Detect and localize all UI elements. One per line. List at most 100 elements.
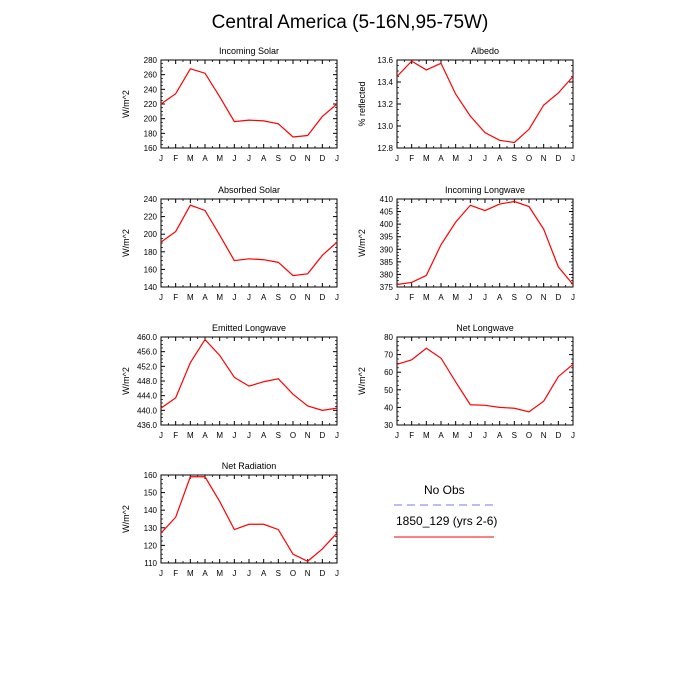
panel-title: Absorbed Solar xyxy=(218,185,280,195)
x-tick-label: N xyxy=(305,431,311,440)
panel-frame xyxy=(160,198,338,288)
panel-frame xyxy=(396,59,574,149)
x-tick-label: M xyxy=(216,431,223,440)
x-tick-label: O xyxy=(290,569,296,578)
legend-model-label: 1850_129 (yrs 2-6) xyxy=(396,514,498,528)
y-tick-label: 150 xyxy=(144,489,158,498)
x-tick-label: M xyxy=(187,569,194,578)
y-tick-label: 400 xyxy=(380,220,394,229)
x-tick-label: D xyxy=(555,154,561,163)
x-tick-label: M xyxy=(216,293,223,302)
x-tick-label: J xyxy=(571,154,575,163)
x-tick-label: O xyxy=(290,154,296,163)
x-tick-label: D xyxy=(555,293,561,302)
x-tick-label: A xyxy=(202,293,208,302)
y-tick-label: 160 xyxy=(144,471,158,480)
y-axis-label: W/m^2 xyxy=(121,505,131,533)
x-tick-label: F xyxy=(173,431,178,440)
y-tick-label: 130 xyxy=(144,524,158,533)
figure-title: Central America (5-16N,95-75W) xyxy=(211,12,489,33)
y-tick-label: 385 xyxy=(380,258,394,267)
x-tick-label: J xyxy=(335,293,339,302)
y-tick-label: 240 xyxy=(144,195,158,204)
panel-frame xyxy=(160,474,338,564)
x-tick-label: J xyxy=(483,431,487,440)
x-tick-label: O xyxy=(526,154,532,163)
x-tick-label: A xyxy=(438,154,444,163)
y-axis-label: W/m^2 xyxy=(121,90,131,118)
y-tick-label: 40 xyxy=(384,403,393,412)
x-tick-label: J xyxy=(247,154,251,163)
y-tick-label: 140 xyxy=(144,283,158,292)
y-tick-label: 380 xyxy=(380,270,394,279)
x-tick-label: A xyxy=(497,431,503,440)
y-tick-label: 395 xyxy=(380,233,394,242)
series-line xyxy=(160,68,338,138)
panel-title: Incoming Solar xyxy=(219,46,279,56)
y-tick-label: 200 xyxy=(144,115,158,124)
x-tick-label: D xyxy=(319,154,325,163)
panel-title: Albedo xyxy=(471,46,499,56)
x-tick-label: J xyxy=(335,431,339,440)
x-tick-label: J xyxy=(159,431,163,440)
y-tick-label: 12.8 xyxy=(377,144,393,153)
x-tick-label: M xyxy=(216,569,223,578)
x-tick-label: O xyxy=(526,431,532,440)
x-tick-label: S xyxy=(276,293,281,302)
y-tick-label: 30 xyxy=(384,421,393,430)
panel-frame xyxy=(160,336,338,426)
x-tick-label: A xyxy=(261,154,267,163)
x-tick-label: A xyxy=(261,569,267,578)
x-tick-label: D xyxy=(555,431,561,440)
x-tick-label: D xyxy=(319,569,325,578)
y-axis-label: % reflected xyxy=(357,81,367,126)
x-tick-label: J xyxy=(468,431,472,440)
x-tick-label: A xyxy=(202,431,208,440)
series-line xyxy=(160,338,338,411)
y-tick-label: 260 xyxy=(144,71,158,80)
x-tick-label: A xyxy=(497,154,503,163)
x-tick-label: J xyxy=(335,569,339,578)
x-tick-label: J xyxy=(483,293,487,302)
x-tick-label: J xyxy=(232,569,236,578)
y-tick-label: 452.0 xyxy=(137,362,158,371)
y-tick-label: 13.0 xyxy=(377,122,393,131)
x-tick-label: J xyxy=(468,154,472,163)
x-tick-label: O xyxy=(526,293,532,302)
y-tick-label: 410 xyxy=(380,195,394,204)
y-tick-label: 120 xyxy=(144,541,158,550)
x-tick-label: M xyxy=(187,154,194,163)
x-tick-label: D xyxy=(319,431,325,440)
y-tick-label: 50 xyxy=(384,386,393,395)
series-line xyxy=(396,200,574,286)
y-tick-label: 70 xyxy=(384,351,393,360)
x-tick-label: O xyxy=(290,293,296,302)
x-tick-label: F xyxy=(173,569,178,578)
x-tick-label: A xyxy=(202,154,208,163)
series-line xyxy=(396,347,574,413)
y-axis-label: W/m^2 xyxy=(357,367,367,395)
x-tick-label: J xyxy=(232,154,236,163)
x-tick-label: S xyxy=(512,293,517,302)
x-tick-label: J xyxy=(247,569,251,578)
panel-title: Net Radiation xyxy=(222,461,277,471)
x-tick-label: O xyxy=(290,431,296,440)
y-tick-label: 436.0 xyxy=(137,421,158,430)
y-tick-label: 160 xyxy=(144,265,158,274)
x-tick-label: F xyxy=(409,431,414,440)
x-tick-label: F xyxy=(173,293,178,302)
x-tick-label: J xyxy=(232,431,236,440)
x-tick-label: S xyxy=(512,154,517,163)
x-tick-label: M xyxy=(216,154,223,163)
panel-title: Incoming Longwave xyxy=(445,185,525,195)
y-tick-label: 240 xyxy=(144,85,158,94)
x-tick-label: F xyxy=(409,293,414,302)
y-tick-label: 140 xyxy=(144,506,158,515)
y-tick-label: 13.4 xyxy=(377,78,393,87)
x-tick-label: N xyxy=(305,569,311,578)
series-line xyxy=(160,204,338,277)
